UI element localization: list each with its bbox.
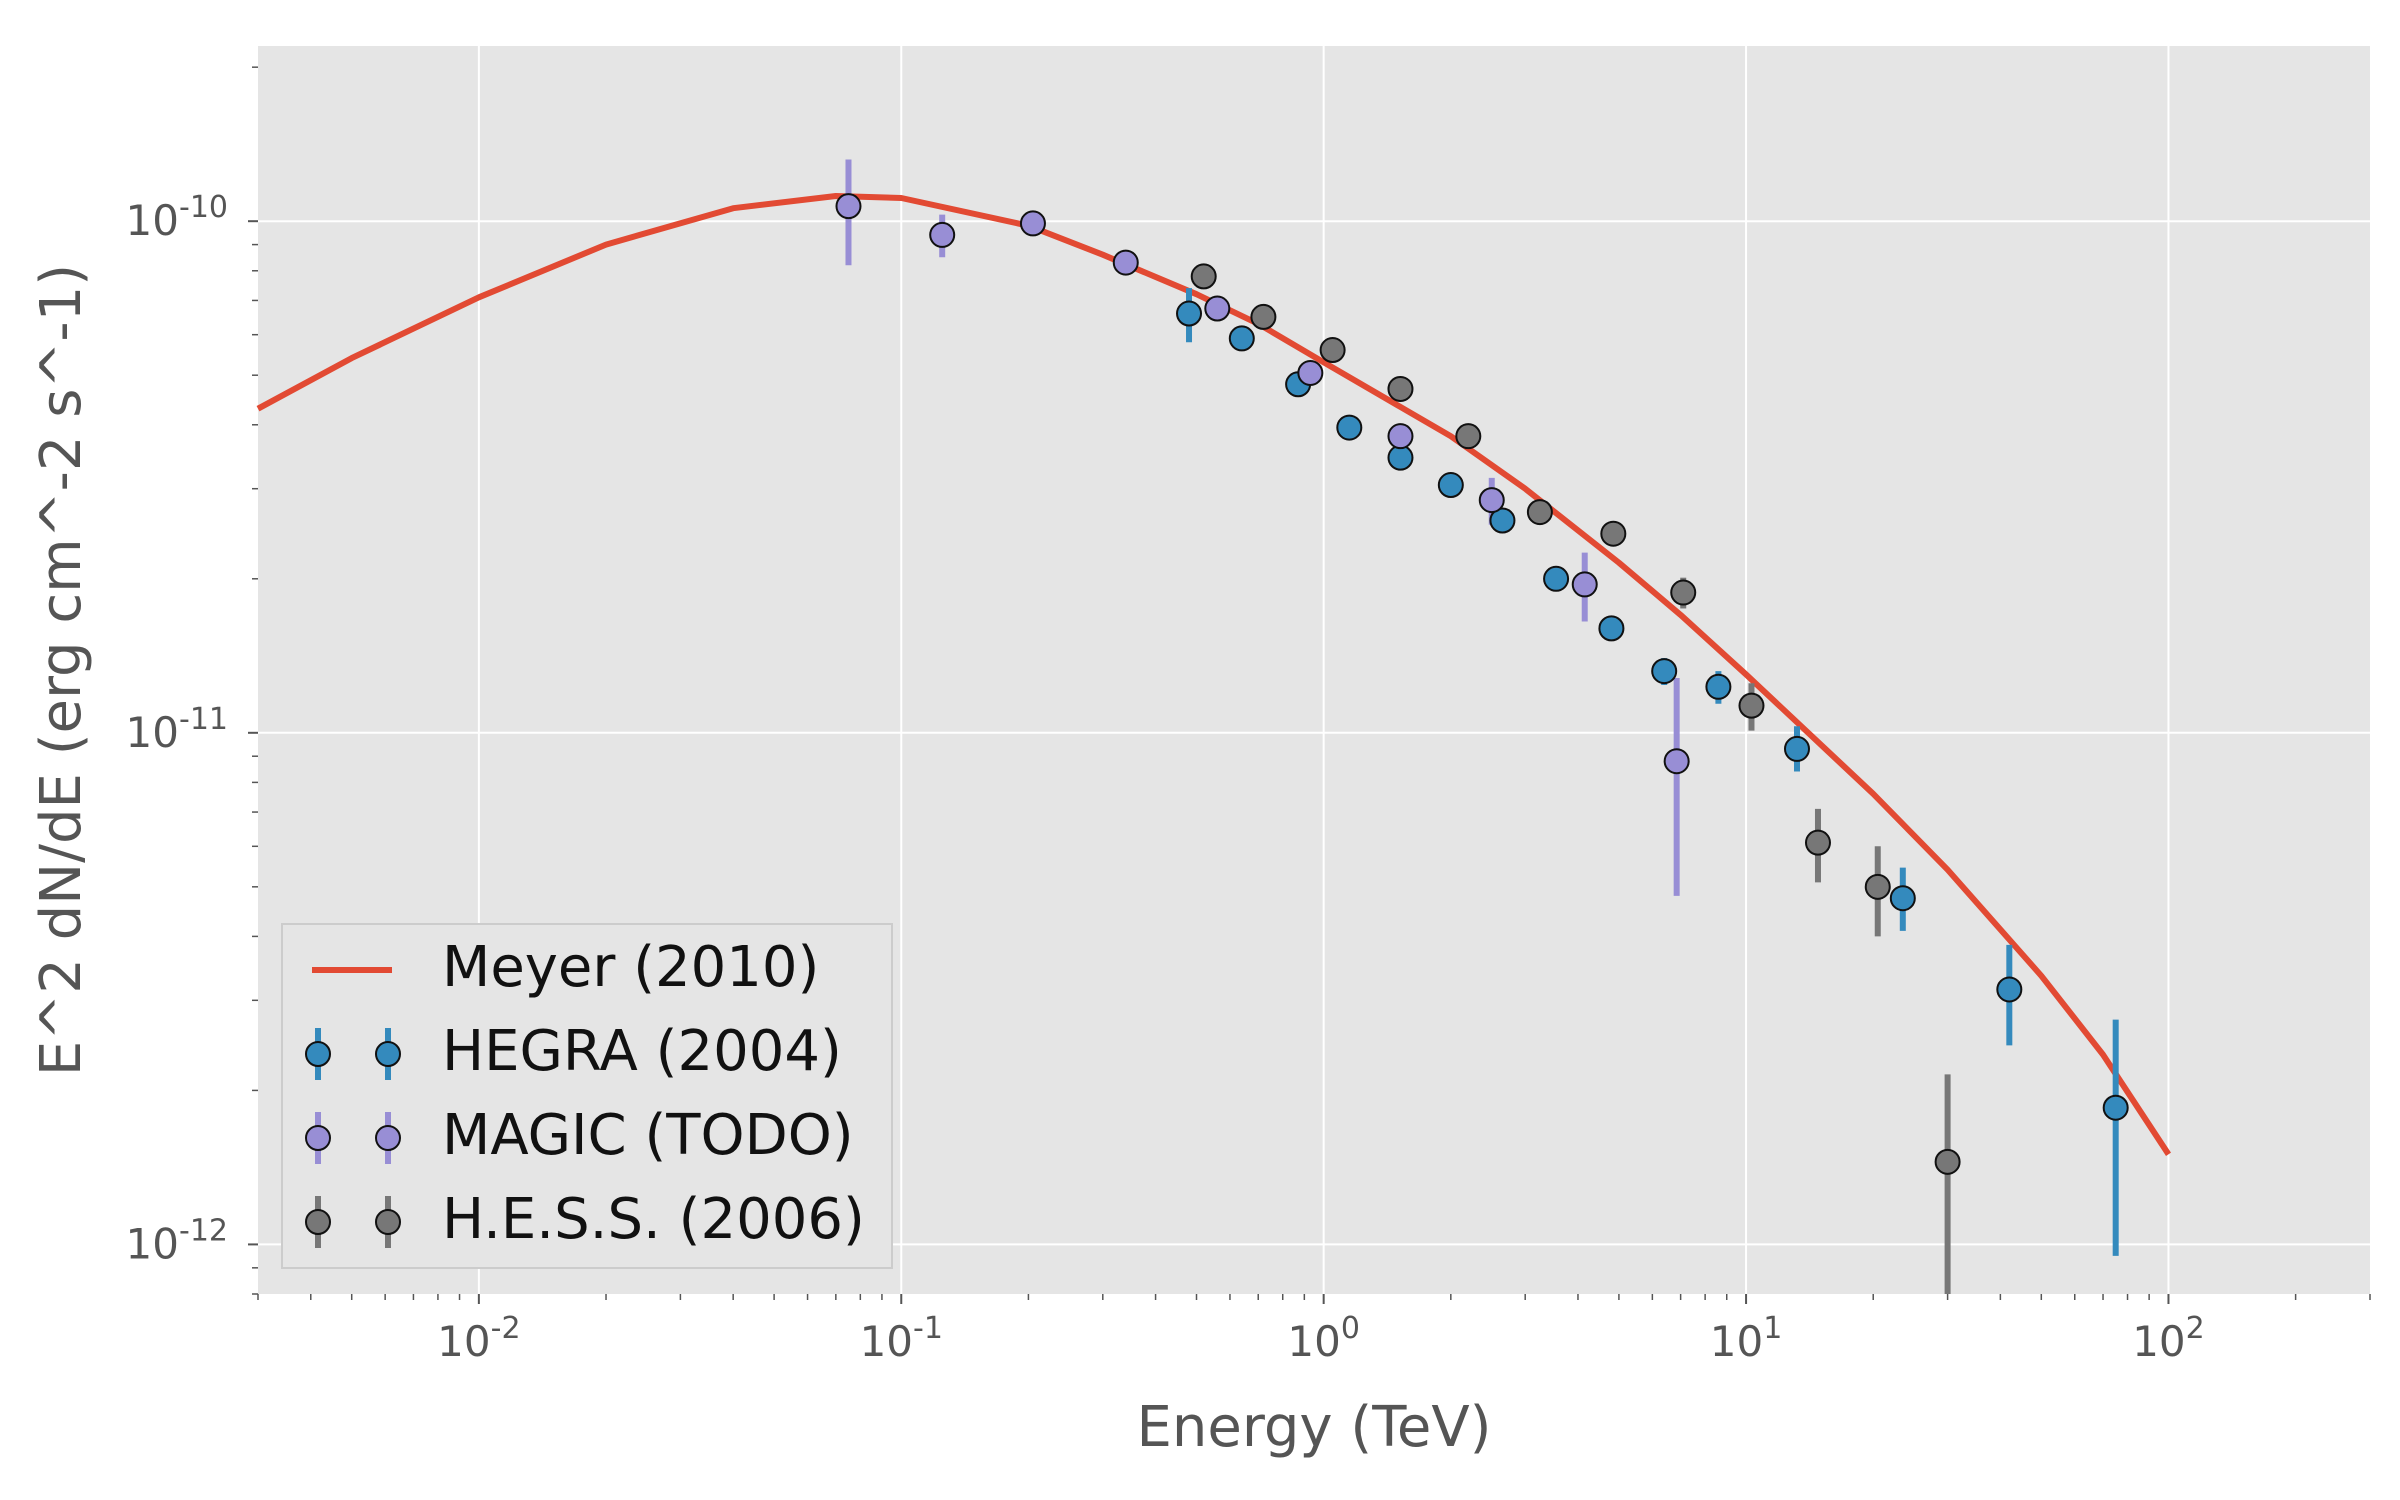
legend-hegra-marker xyxy=(305,1041,331,1067)
model-layer xyxy=(256,193,2172,1156)
hess-point xyxy=(1526,499,1553,526)
hegra-point xyxy=(1543,565,1570,592)
hess-point xyxy=(1864,873,1891,900)
magic-point xyxy=(1571,571,1598,598)
x-tick-label: 100 xyxy=(1287,1311,1360,1366)
legend-magic-marker xyxy=(305,1125,331,1151)
hess-point xyxy=(1387,375,1414,402)
y-tick-label: 10-10 xyxy=(126,190,228,245)
legend-hess-marker xyxy=(375,1209,401,1235)
legend-hegra-marker xyxy=(375,1041,401,1067)
magic-point xyxy=(1019,210,1046,237)
y-axis-label: E^2 dN/dE (erg cm^-2 s^-1) xyxy=(29,264,94,1076)
hess-point xyxy=(1934,1148,1961,1175)
y-tick-label: 10-11 xyxy=(126,702,228,757)
hess-point xyxy=(1670,579,1697,606)
legend-label-hess: H.E.S.S. (2006) xyxy=(442,1187,865,1252)
data-markers xyxy=(835,193,2129,1175)
hegra-point xyxy=(1598,615,1625,642)
legend-items xyxy=(305,967,401,1248)
magic-point xyxy=(929,221,956,248)
grid xyxy=(258,46,2370,1294)
magic-point xyxy=(1478,487,1505,514)
magic-point xyxy=(1112,249,1139,276)
model-curve xyxy=(256,193,2172,1156)
hegra-point xyxy=(1176,300,1203,327)
magic-point xyxy=(1297,359,1324,386)
x-tick-label: 10-1 xyxy=(860,1311,943,1366)
magic-point xyxy=(835,193,862,220)
hegra-point xyxy=(2102,1094,2129,1121)
hess-point xyxy=(1319,337,1346,364)
hegra-point xyxy=(1705,673,1732,700)
hess-point xyxy=(1738,692,1765,719)
x-tick-label: 102 xyxy=(2132,1311,2205,1366)
legend-label-model: Meyer (2010) xyxy=(442,935,819,1000)
hegra-point xyxy=(1228,325,1255,352)
hess-point xyxy=(1190,263,1217,290)
axis-ticks: 10-2 10-1 100 101 102 10-12 10-11 10-10 xyxy=(126,66,2371,1366)
legend-hess-marker xyxy=(305,1209,331,1235)
magic-point xyxy=(1204,295,1231,322)
hegra-point xyxy=(1336,414,1363,441)
magic-point xyxy=(1387,423,1414,450)
legend-magic-marker xyxy=(375,1125,401,1151)
x-tick-label: 101 xyxy=(1710,1311,1783,1366)
hess-point xyxy=(1804,829,1831,856)
hegra-point xyxy=(1996,976,2023,1003)
legend-label-magic: MAGIC (TODO) xyxy=(442,1103,854,1168)
x-axis-label: Energy (TeV) xyxy=(1136,1395,1491,1460)
hegra-point xyxy=(1387,444,1414,471)
magic-point xyxy=(1663,748,1690,775)
hess-point xyxy=(1455,423,1482,450)
x-tick-label: 10-2 xyxy=(437,1311,520,1366)
hegra-point xyxy=(1651,658,1678,685)
legend: Meyer (2010) HEGRA (2004) MAGIC (TODO) H… xyxy=(281,923,893,1269)
hess-point xyxy=(1600,520,1627,547)
hegra-point xyxy=(1489,507,1516,534)
hegra-point xyxy=(1783,735,1810,762)
data-layer xyxy=(835,159,2129,1294)
y-tick-label: 10-12 xyxy=(126,1213,228,1268)
legend-label-hegra: HEGRA (2004) xyxy=(442,1019,842,1084)
hegra-point xyxy=(1889,885,1916,912)
hess-point xyxy=(1250,303,1277,330)
hegra-point xyxy=(1437,472,1464,499)
